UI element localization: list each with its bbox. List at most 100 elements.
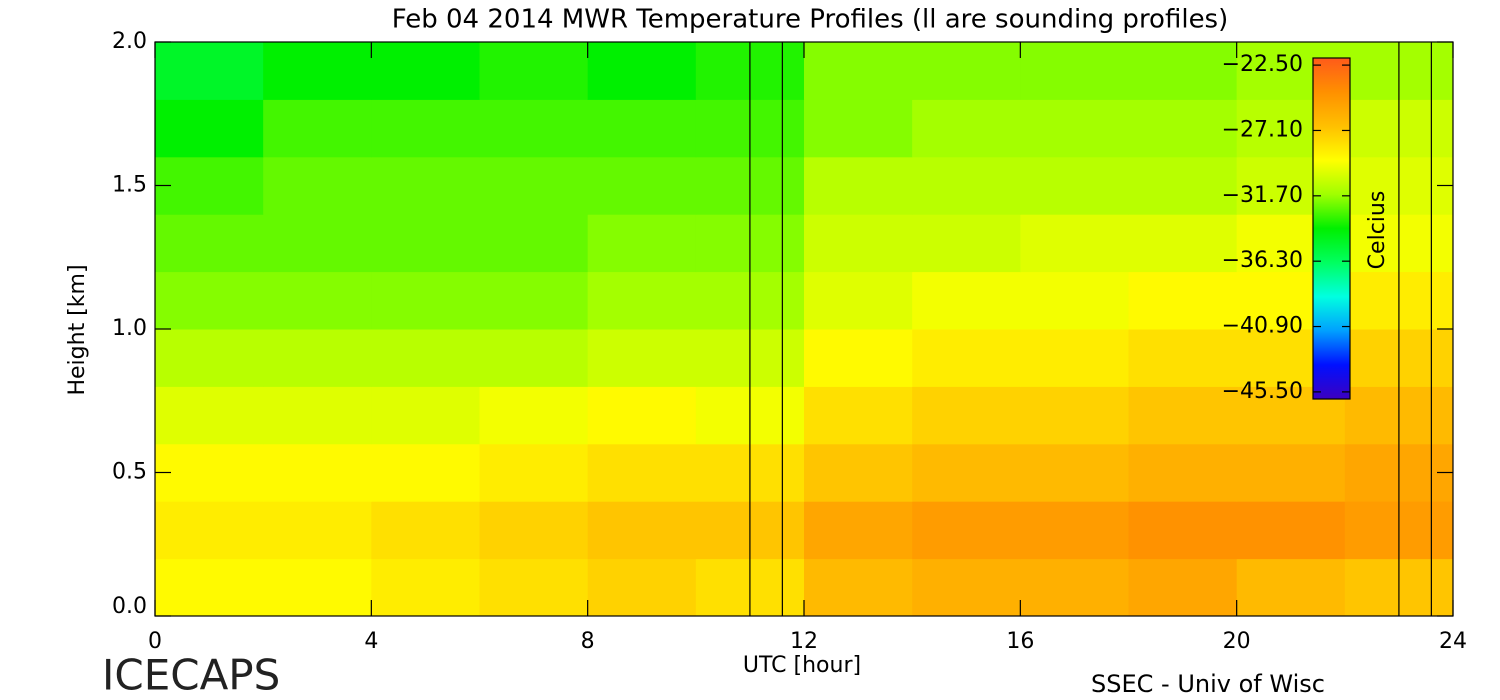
y-axis-label: Height [km] xyxy=(65,264,90,395)
heat-cell xyxy=(804,329,913,387)
heat-cell xyxy=(804,501,913,560)
heat-cell xyxy=(804,271,913,330)
heat-cell xyxy=(912,156,1021,215)
heat-cell xyxy=(1020,214,1129,273)
heat-cell xyxy=(1020,99,1129,158)
heat-cell xyxy=(155,156,264,215)
heat-cell xyxy=(1128,214,1238,273)
heat-cell xyxy=(804,386,913,445)
heat-cell xyxy=(371,271,480,330)
heat-cell xyxy=(1020,42,1129,100)
heat-cell xyxy=(1020,501,1129,560)
heat-cell xyxy=(155,558,264,617)
heat-cell xyxy=(587,501,697,560)
heat-cell xyxy=(912,214,1021,273)
heat-cell xyxy=(155,42,264,100)
heat-cell xyxy=(1128,501,1238,560)
colorbar-label: Celcius xyxy=(1365,191,1390,270)
heat-cell xyxy=(912,329,1021,387)
colorbar-tick-label: −22.50 xyxy=(1222,52,1303,77)
heat-cell xyxy=(155,271,264,330)
heat-cell xyxy=(804,214,913,273)
heat-cell xyxy=(479,42,589,100)
heat-cell xyxy=(1236,501,1346,560)
credit: SSEC - Univ of Wisc xyxy=(1091,670,1325,698)
heat-cell xyxy=(1128,99,1238,158)
x-tick-label: 8 xyxy=(581,629,595,654)
heat-cell xyxy=(804,42,913,100)
colorbar-tick-label: −31.70 xyxy=(1222,183,1303,208)
heat-cell xyxy=(479,558,589,617)
heat-cell xyxy=(587,214,697,273)
heat-cell xyxy=(912,558,1021,617)
x-tick-label: 24 xyxy=(1439,629,1467,654)
heat-cell xyxy=(1128,558,1238,617)
heat-cell xyxy=(912,99,1021,158)
heat-cell xyxy=(263,214,372,273)
heat-cell xyxy=(155,99,264,158)
chart-title: Feb 04 2014 MWR Temperature Profiles (ll… xyxy=(392,5,1229,35)
y-tick-label: 0.5 xyxy=(112,460,147,485)
heat-cell xyxy=(1128,443,1238,502)
heat-cell xyxy=(479,443,589,502)
heat-cell xyxy=(263,558,372,617)
heat-cell xyxy=(479,156,589,215)
heat-cell xyxy=(371,156,480,215)
heat-cell xyxy=(587,156,697,215)
heat-cell xyxy=(587,386,697,445)
logo-text: ICECAPS xyxy=(102,651,280,700)
heat-cell xyxy=(155,386,264,445)
heat-cell xyxy=(1020,271,1129,330)
heat-cell xyxy=(1128,42,1238,100)
x-tick-label: 4 xyxy=(364,629,378,654)
x-tick-label: 20 xyxy=(1223,629,1251,654)
colorbar-tick-label: −40.90 xyxy=(1222,314,1303,339)
heat-cell xyxy=(155,329,264,387)
heat-cell xyxy=(263,156,372,215)
heat-cell xyxy=(912,443,1021,502)
heat-cell xyxy=(263,329,372,387)
heat-cell xyxy=(1128,271,1238,330)
heat-cell xyxy=(479,501,589,560)
heat-cell xyxy=(371,443,480,502)
heatmap xyxy=(155,42,1454,617)
heat-cell xyxy=(912,271,1021,330)
heat-cell xyxy=(155,214,264,273)
heat-cell xyxy=(804,558,913,617)
heat-cell xyxy=(479,99,589,158)
x-tick-label: 0 xyxy=(148,629,162,654)
heat-cell xyxy=(587,443,697,502)
heat-cell xyxy=(371,501,480,560)
heat-cell xyxy=(155,443,264,502)
x-tick-label: 12 xyxy=(790,629,818,654)
heat-cell xyxy=(587,99,697,158)
heat-cell xyxy=(1128,329,1238,387)
heat-cell xyxy=(263,42,372,100)
heat-cell xyxy=(912,501,1021,560)
heat-cell xyxy=(479,386,589,445)
heat-cell xyxy=(371,329,480,387)
heat-cell xyxy=(1020,443,1129,502)
heat-cell xyxy=(587,558,697,617)
heat-cell xyxy=(479,214,589,273)
heat-cell xyxy=(371,558,480,617)
heat-cell xyxy=(263,99,372,158)
y-tick-label: 0.0 xyxy=(112,594,147,619)
x-tick-label: 16 xyxy=(1006,629,1034,654)
heat-cell xyxy=(1128,386,1238,445)
heat-cell xyxy=(479,329,589,387)
heat-cell xyxy=(804,156,913,215)
heat-cell xyxy=(263,386,372,445)
heat-cell xyxy=(804,443,913,502)
heat-cell xyxy=(155,501,264,560)
heat-cell xyxy=(371,99,480,158)
colorbar-tick-label: −45.50 xyxy=(1222,379,1303,404)
heat-cell xyxy=(587,42,697,100)
y-tick-label: 1.5 xyxy=(112,173,147,198)
heat-cell xyxy=(912,386,1021,445)
heat-cell xyxy=(912,42,1021,100)
y-tick-label: 2.0 xyxy=(112,29,147,54)
heat-cell xyxy=(263,501,372,560)
heat-cell xyxy=(587,271,697,330)
